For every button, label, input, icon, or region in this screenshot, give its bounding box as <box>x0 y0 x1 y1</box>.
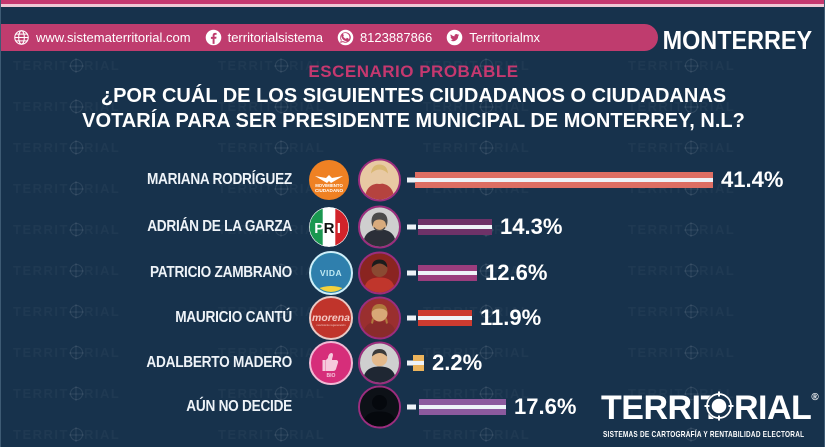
svg-text:morena: morena <box>312 312 350 324</box>
svg-text:movimiento regeneración: movimiento regeneración <box>316 323 346 327</box>
svg-text:CIUDADANO: CIUDADANO <box>315 188 343 193</box>
svg-text:BIO: BIO <box>327 373 336 379</box>
svg-text:R: R <box>324 220 335 237</box>
svg-text:I: I <box>337 220 341 237</box>
svg-text:VIDA: VIDA <box>320 268 342 278</box>
